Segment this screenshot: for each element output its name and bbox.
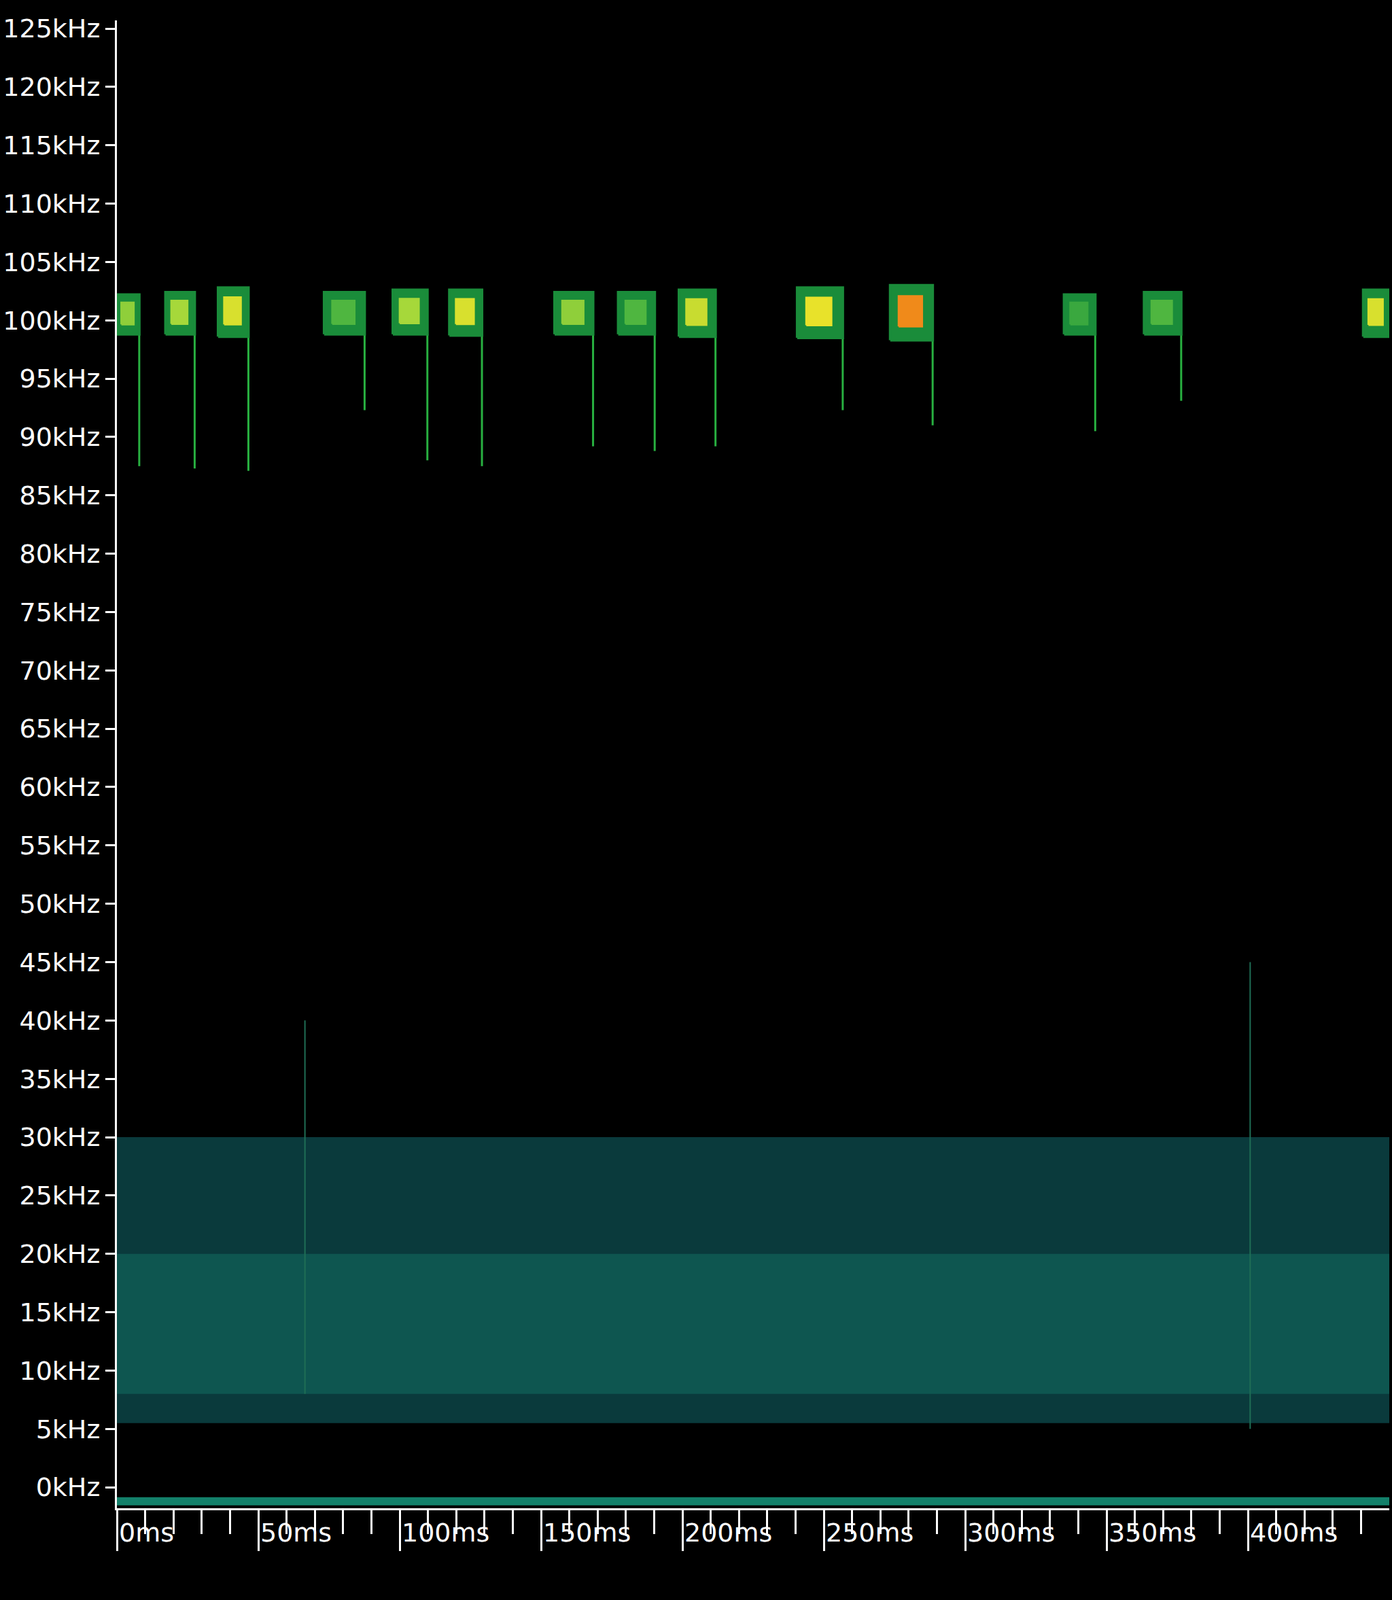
svg-text:120kHz: 120kHz bbox=[2, 72, 100, 102]
svg-text:70kHz: 70kHz bbox=[19, 655, 101, 686]
svg-text:100kHz: 100kHz bbox=[2, 305, 100, 336]
svg-text:105kHz: 105kHz bbox=[2, 247, 100, 278]
svg-text:95kHz: 95kHz bbox=[19, 363, 101, 394]
svg-text:400ms: 400ms bbox=[1249, 1517, 1338, 1548]
svg-text:30kHz: 30kHz bbox=[19, 1122, 101, 1153]
svg-text:125kHz: 125kHz bbox=[2, 13, 100, 44]
svg-text:0kHz: 0kHz bbox=[36, 1472, 101, 1503]
svg-text:0ms: 0ms bbox=[118, 1517, 174, 1548]
svg-text:300ms: 300ms bbox=[967, 1517, 1055, 1548]
svg-text:80kHz: 80kHz bbox=[19, 538, 101, 569]
svg-text:100ms: 100ms bbox=[401, 1517, 490, 1548]
svg-text:65kHz: 65kHz bbox=[19, 713, 101, 744]
svg-text:150ms: 150ms bbox=[543, 1517, 631, 1548]
svg-text:50ms: 50ms bbox=[260, 1517, 332, 1548]
svg-text:75kHz: 75kHz bbox=[19, 597, 101, 628]
svg-text:40kHz: 40kHz bbox=[19, 1005, 101, 1036]
svg-text:25kHz: 25kHz bbox=[19, 1180, 101, 1211]
svg-text:90kHz: 90kHz bbox=[19, 422, 101, 452]
svg-text:115kHz: 115kHz bbox=[2, 130, 100, 161]
svg-text:45kHz: 45kHz bbox=[19, 947, 101, 978]
svg-text:350ms: 350ms bbox=[1108, 1517, 1197, 1548]
svg-text:35kHz: 35kHz bbox=[19, 1063, 101, 1094]
svg-text:250ms: 250ms bbox=[825, 1517, 914, 1548]
svg-text:85kHz: 85kHz bbox=[19, 480, 101, 511]
svg-text:20kHz: 20kHz bbox=[19, 1239, 101, 1269]
svg-text:55kHz: 55kHz bbox=[19, 830, 101, 861]
svg-text:50kHz: 50kHz bbox=[19, 889, 101, 919]
svg-text:5kHz: 5kHz bbox=[36, 1414, 101, 1445]
svg-text:110kHz: 110kHz bbox=[2, 188, 100, 219]
svg-text:15kHz: 15kHz bbox=[19, 1297, 101, 1328]
svg-text:10kHz: 10kHz bbox=[19, 1355, 101, 1386]
svg-text:200ms: 200ms bbox=[684, 1517, 773, 1548]
svg-text:60kHz: 60kHz bbox=[19, 772, 101, 803]
